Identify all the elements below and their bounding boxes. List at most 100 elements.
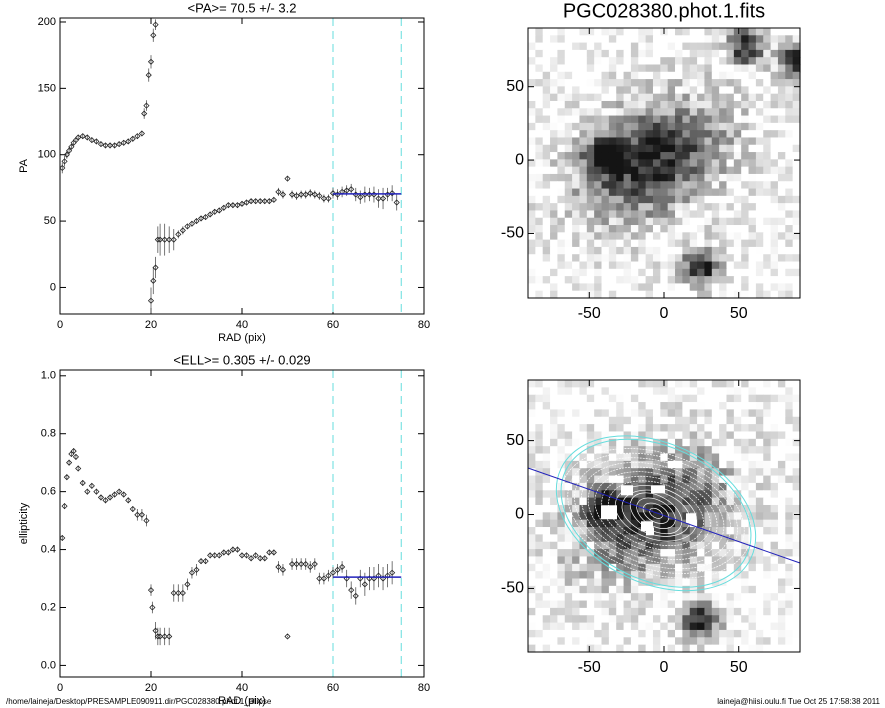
pixel bbox=[682, 166, 691, 175]
pixel bbox=[741, 541, 750, 550]
pixel bbox=[594, 504, 603, 513]
pixel bbox=[711, 232, 720, 241]
pixel bbox=[748, 35, 757, 44]
pixel bbox=[785, 203, 794, 212]
y-tick-label: 0.8 bbox=[41, 428, 56, 440]
pixel bbox=[638, 380, 647, 388]
pixel bbox=[770, 239, 779, 248]
data-point bbox=[252, 552, 259, 559]
pixel bbox=[770, 556, 779, 565]
pixel bbox=[623, 644, 632, 653]
pixel bbox=[550, 195, 559, 204]
pixel bbox=[733, 64, 742, 73]
pixel bbox=[579, 71, 588, 80]
pixel bbox=[660, 239, 669, 248]
pixel bbox=[557, 504, 566, 513]
pixel bbox=[608, 519, 617, 528]
pixel bbox=[733, 460, 742, 469]
pixel bbox=[682, 71, 691, 80]
pixel bbox=[719, 122, 728, 131]
pixel bbox=[682, 137, 691, 146]
pixel bbox=[535, 79, 544, 87]
pixel bbox=[652, 210, 661, 219]
y-tick-label: 100 bbox=[38, 149, 56, 161]
pixel bbox=[528, 166, 536, 175]
data-point bbox=[175, 231, 182, 238]
pixel bbox=[733, 195, 742, 204]
pixel bbox=[608, 42, 617, 51]
pixel bbox=[660, 615, 669, 624]
pixel bbox=[608, 394, 617, 403]
pixel bbox=[689, 387, 698, 396]
pixel bbox=[535, 644, 544, 653]
outer-ellipse bbox=[560, 438, 752, 588]
pixel bbox=[608, 79, 617, 87]
pixel bbox=[726, 181, 735, 190]
pixel bbox=[572, 563, 581, 572]
pixel bbox=[675, 64, 683, 73]
data-point bbox=[270, 549, 277, 556]
pixel bbox=[608, 431, 617, 440]
pixel bbox=[542, 475, 551, 484]
pixel bbox=[785, 254, 794, 263]
pixel bbox=[741, 578, 750, 587]
pixel bbox=[623, 571, 632, 580]
pixel bbox=[542, 504, 551, 513]
pixel bbox=[763, 108, 772, 117]
pixel bbox=[748, 409, 757, 418]
pixel bbox=[770, 210, 779, 219]
data-point bbox=[352, 592, 359, 599]
pixel bbox=[572, 512, 581, 521]
pixel bbox=[579, 144, 588, 153]
pixel bbox=[579, 64, 588, 73]
pixel bbox=[682, 556, 691, 565]
pixel bbox=[542, 519, 551, 528]
pixel bbox=[667, 394, 676, 403]
pixel bbox=[645, 387, 654, 396]
pixel bbox=[726, 64, 735, 73]
pixel bbox=[535, 563, 544, 572]
pixel bbox=[770, 460, 779, 469]
pixel bbox=[748, 527, 757, 535]
pixel bbox=[608, 615, 617, 624]
pixel bbox=[726, 115, 735, 124]
pixel bbox=[741, 438, 750, 447]
data-point bbox=[279, 191, 287, 198]
pixel bbox=[741, 195, 750, 204]
pixel bbox=[616, 387, 625, 396]
pixel bbox=[652, 144, 661, 153]
pixel bbox=[579, 424, 588, 433]
pixel bbox=[652, 615, 661, 624]
pixel bbox=[785, 629, 794, 638]
pixel bbox=[682, 534, 691, 543]
pixel bbox=[550, 563, 559, 572]
pixel bbox=[763, 159, 772, 168]
pixel bbox=[785, 115, 794, 124]
pixel bbox=[689, 534, 698, 543]
pixel bbox=[689, 504, 698, 513]
pixel bbox=[542, 188, 551, 197]
pixel bbox=[623, 607, 632, 616]
pixel bbox=[528, 497, 536, 506]
pixel bbox=[557, 629, 566, 638]
pixel bbox=[550, 585, 559, 594]
pixel bbox=[660, 585, 669, 594]
pixel bbox=[564, 607, 573, 616]
pixel bbox=[697, 380, 706, 388]
data-point bbox=[66, 147, 73, 154]
data-point bbox=[216, 552, 223, 559]
pixel bbox=[623, 100, 632, 109]
pixel bbox=[748, 122, 757, 131]
pixel bbox=[733, 173, 742, 182]
pixel bbox=[630, 512, 639, 521]
pixel bbox=[564, 380, 573, 388]
pixel bbox=[777, 152, 786, 160]
pixel bbox=[755, 460, 764, 469]
pixel bbox=[704, 394, 713, 403]
x-axis-label: RAD (pix) bbox=[218, 332, 266, 344]
pixel bbox=[704, 629, 713, 638]
chart-title: <PA>= 70.5 +/- 3.2 bbox=[188, 0, 297, 15]
pixel bbox=[550, 115, 559, 124]
pixel bbox=[748, 571, 757, 580]
data-point bbox=[375, 195, 382, 202]
